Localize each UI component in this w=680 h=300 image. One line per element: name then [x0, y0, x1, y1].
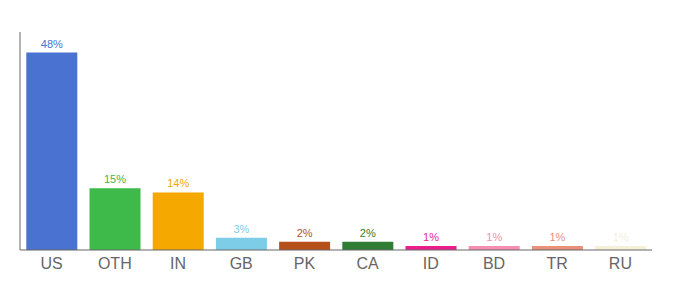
- svg-text:OTH: OTH: [98, 255, 132, 272]
- svg-text:CA: CA: [356, 255, 379, 272]
- svg-text:US: US: [40, 255, 62, 272]
- svg-text:BD: BD: [483, 255, 505, 272]
- svg-text:TR: TR: [547, 255, 568, 272]
- svg-text:48%: 48%: [41, 38, 63, 50]
- svg-text:2%: 2%: [360, 227, 376, 239]
- svg-text:1%: 1%: [549, 231, 565, 243]
- svg-text:14%: 14%: [167, 177, 189, 189]
- svg-text:GB: GB: [230, 255, 253, 272]
- svg-text:ID: ID: [423, 255, 439, 272]
- svg-text:2%: 2%: [297, 227, 313, 239]
- svg-text:3%: 3%: [233, 223, 249, 235]
- svg-text:RU: RU: [609, 255, 632, 272]
- svg-text:PK: PK: [294, 255, 316, 272]
- svg-text:15%: 15%: [104, 173, 126, 185]
- svg-text:1%: 1%: [613, 231, 629, 243]
- svg-text:1%: 1%: [486, 231, 502, 243]
- svg-text:IN: IN: [170, 255, 186, 272]
- svg-text:1%: 1%: [423, 231, 439, 243]
